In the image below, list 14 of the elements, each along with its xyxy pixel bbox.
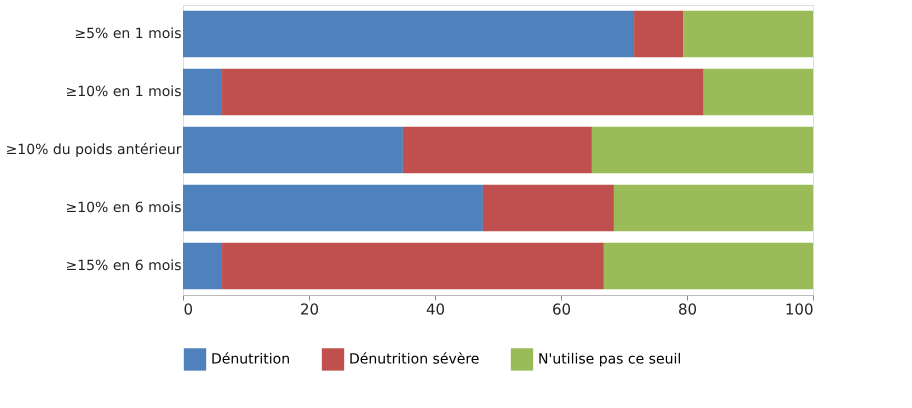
y-tick-label: ≥10% du poids antérieur	[6, 142, 182, 158]
y-tick-label: ≥10% en 6 mois	[66, 200, 182, 216]
legend-label: Dénutrition	[211, 351, 290, 368]
x-tick-label: 40	[426, 300, 446, 318]
legend-label: Dénutrition sévère	[349, 351, 480, 368]
x-tick-label: 100	[784, 300, 814, 318]
y-tick-label: ≥5% en 1 mois	[74, 26, 182, 42]
x-tick-label: 60	[552, 300, 572, 318]
y-tick-label: ≥10% en 1 mois	[66, 84, 182, 100]
legend-label: N'utilise pas ce seuil	[538, 351, 682, 368]
y-tick-label: ≥15% en 6 mois	[66, 258, 182, 274]
x-tick-label: 80	[678, 300, 698, 318]
x-tick-label: 0	[184, 300, 194, 318]
x-tick-label: 20	[300, 300, 320, 318]
